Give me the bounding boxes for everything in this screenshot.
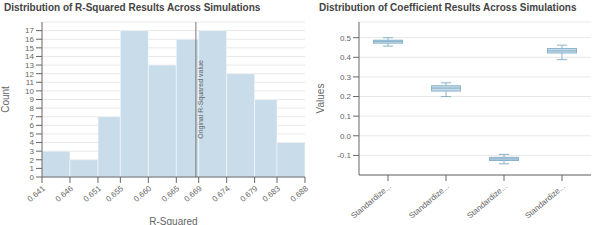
svg-text:0.3: 0.3 <box>340 73 352 82</box>
svg-text:Count: Count <box>8 86 11 113</box>
svg-text:-0.1: -0.1 <box>337 151 351 160</box>
svg-text:0.0: 0.0 <box>340 132 352 141</box>
svg-text:17: 17 <box>25 26 34 35</box>
svg-text:0.665: 0.665 <box>160 184 182 204</box>
svg-text:0.683: 0.683 <box>261 184 283 204</box>
svg-text:0.660: 0.660 <box>132 184 154 204</box>
svg-text:12: 12 <box>25 70 34 79</box>
svg-text:4: 4 <box>30 138 35 147</box>
svg-text:14: 14 <box>25 52 34 61</box>
svg-text:0.646: 0.646 <box>54 184 76 204</box>
svg-text:3: 3 <box>30 147 35 156</box>
svg-text:10: 10 <box>25 87 34 96</box>
svg-text:Standardize...: Standardize... <box>349 182 393 221</box>
svg-text:0.688: 0.688 <box>289 184 311 204</box>
svg-text:16: 16 <box>25 35 34 44</box>
svg-text:2: 2 <box>30 156 35 165</box>
svg-text:Original R-Squared value: Original R-Squared value <box>197 60 205 139</box>
svg-text:0.2: 0.2 <box>340 92 352 101</box>
svg-text:0.669: 0.669 <box>182 184 204 204</box>
svg-text:0.655: 0.655 <box>104 184 126 204</box>
svg-text:9: 9 <box>30 95 35 104</box>
svg-text:1: 1 <box>30 164 35 173</box>
svg-text:R-Squared: R-Squared <box>149 216 197 225</box>
svg-text:0.4: 0.4 <box>340 53 352 62</box>
html-text:Distribution of Coefficient Re: Distribution of Coefficient Results Acro… <box>319 2 577 13</box>
svg-text:0: 0 <box>30 173 35 182</box>
svg-text:Values: Values <box>315 84 326 114</box>
svg-text:6: 6 <box>30 121 35 130</box>
svg-text:13: 13 <box>25 61 34 70</box>
svg-text:5: 5 <box>30 130 35 139</box>
svg-text:0.5: 0.5 <box>340 34 352 43</box>
svg-text:8: 8 <box>30 104 35 113</box>
svg-text:0.674: 0.674 <box>210 184 232 204</box>
svg-text:0.641: 0.641 <box>26 184 48 204</box>
svg-text:Standardize...: Standardize... <box>407 182 451 221</box>
html-text:Distribution of R-Squared Resu: Distribution of R-Squared Results Across… <box>4 2 261 13</box>
svg-text:0.679: 0.679 <box>238 184 260 204</box>
svg-text:15: 15 <box>25 44 34 53</box>
svg-text:Standardize...: Standardize... <box>523 182 567 221</box>
svg-text:7: 7 <box>30 113 35 122</box>
svg-text:0.651: 0.651 <box>82 184 104 204</box>
svg-text:11: 11 <box>26 78 35 87</box>
svg-text:0.1: 0.1 <box>340 112 352 121</box>
svg-text:Standardize...: Standardize... <box>465 182 509 221</box>
